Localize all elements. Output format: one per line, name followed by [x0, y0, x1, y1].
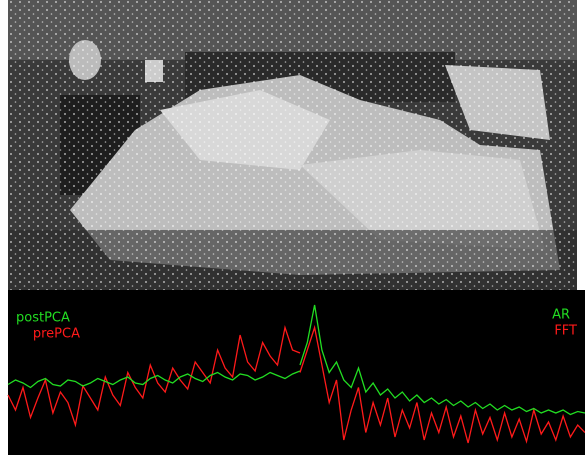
figure: postPCAprePCA ARFFT	[0, 0, 585, 463]
bedroom-photo	[8, 0, 577, 290]
legend-label: prePCA	[33, 327, 80, 342]
legend-label: FFT	[554, 324, 577, 339]
legend-label: AR	[552, 308, 570, 323]
screenshot: postPCAprePCA ARFFT	[0, 0, 585, 463]
legend-label: postPCA	[16, 311, 70, 326]
